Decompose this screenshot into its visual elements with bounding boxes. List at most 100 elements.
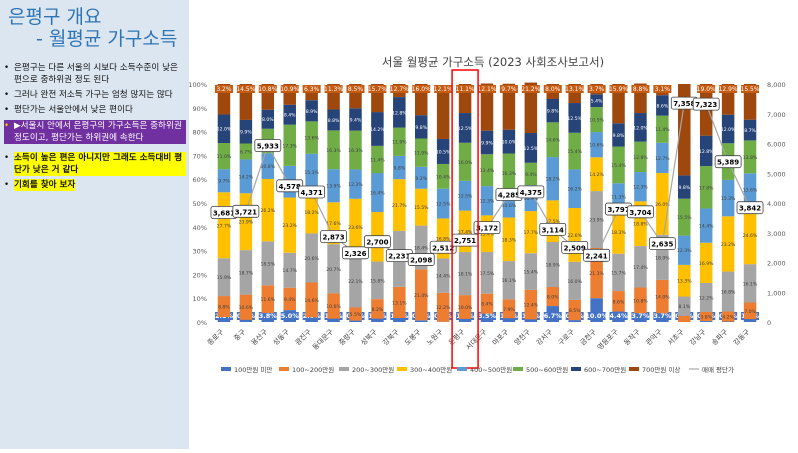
- segment-value-label: 15.4%: [611, 163, 626, 169]
- segment-value-label: 15.4%: [524, 270, 539, 276]
- segment-value-label: 12.8%: [392, 110, 407, 116]
- legend-label: 매매 평단가: [702, 365, 734, 374]
- segment-value-label: 12.3%: [480, 199, 495, 205]
- bottom-value-label: 4.4%: [610, 312, 629, 320]
- segment-value-label: 9.4%: [350, 117, 362, 123]
- legend-swatch: [457, 367, 467, 371]
- price-label: 7,358: [673, 100, 695, 108]
- top-value-label: 10.8%: [258, 86, 277, 93]
- segment-value-label: 21.7%: [392, 203, 407, 209]
- price-label: 2,635: [651, 241, 673, 249]
- category-label: 강남구: [688, 327, 708, 347]
- segment-value-label: 15.3%: [304, 170, 319, 176]
- bullet-dot-icon: •: [4, 179, 14, 191]
- segment-value-label: 10.0%: [458, 305, 473, 311]
- category-label: 중랑구: [338, 327, 358, 347]
- segment-value-label: 9.9%: [481, 140, 493, 146]
- category-label: 영등포구: [595, 327, 620, 352]
- segment-value-label: 18.3%: [502, 237, 517, 243]
- legend-label: 700만원 이상: [642, 365, 680, 374]
- category-label: 강동구: [731, 327, 751, 347]
- segment-value-label: 26.2%: [261, 208, 276, 214]
- segment-value-label: 15.5%: [414, 205, 429, 211]
- segment-value-label: 12.0%: [217, 127, 232, 133]
- segment-value-label: 9.8%: [393, 166, 405, 172]
- segment-value-label: 8.8%: [328, 118, 340, 124]
- segment-value-label: 21.1%: [589, 271, 604, 277]
- segment-value-label: 12.5%: [458, 194, 473, 200]
- legend-swatch: [397, 367, 407, 371]
- price-label: 2,326: [344, 250, 366, 258]
- segment-value-label: 18.5%: [261, 261, 276, 267]
- segment-value-label: 13.6%: [743, 187, 758, 193]
- price-label: 2,509: [564, 244, 586, 252]
- price-label: 2,873: [322, 234, 344, 242]
- price-label: 2,751: [454, 237, 476, 245]
- price-label: 3,842: [739, 205, 761, 213]
- segment-value-label: 18.2%: [304, 210, 319, 216]
- segment-value-label: 13.9%: [326, 184, 341, 190]
- legend-swatch: [629, 367, 639, 371]
- price-label: 2,098: [410, 257, 432, 265]
- y-left-tick-label: 100%: [189, 81, 207, 89]
- segment-value-label: 10.4%: [436, 174, 451, 180]
- segment-value-label: 18.7%: [239, 270, 254, 276]
- segment-value-label: 18.8%: [633, 222, 648, 228]
- segment-value-label: 10.6%: [326, 304, 341, 310]
- segment-value-label: 10.5%: [589, 118, 604, 124]
- category-label: 구로구: [557, 327, 577, 347]
- bottom-value-label: 10.0%: [585, 312, 608, 320]
- segment-value-label: 18.3%: [611, 230, 626, 236]
- bullet-dot-icon: •: [4, 104, 14, 116]
- bullet-item: •은평구는 다른 서울의 시보다 소득수준이 낮은 편으로 중하위권 정도 된다: [4, 62, 186, 86]
- segment-value-label: 10.8%: [261, 164, 276, 170]
- segment-value-label: 7.9%: [503, 307, 515, 313]
- segment-value-label: 11.9%: [414, 151, 429, 157]
- segment-value-label: 23.9%: [589, 218, 604, 224]
- legend-label: 100~200만원: [292, 365, 334, 374]
- segment-value-label: 10.5%: [436, 149, 451, 155]
- segment-value-label: 8.0%: [547, 295, 559, 301]
- segment-value-label: 9.8%: [547, 109, 559, 115]
- segment-value-label: 13.4%: [480, 168, 495, 174]
- segment-value-label: 17.5%: [480, 271, 495, 277]
- segment-value-label: 16.3%: [326, 148, 341, 154]
- price-label: 3,681: [213, 209, 235, 217]
- segment-value-label: 11.9%: [392, 140, 407, 146]
- segment-value-label: 15.5%: [677, 215, 692, 221]
- price-label: 4,371: [301, 189, 323, 197]
- segment-value-label: 16.9%: [699, 261, 714, 267]
- category-label: 송파구: [710, 327, 730, 347]
- legend-label: 300~400만원: [410, 365, 452, 374]
- segment-value-label: 23.6%: [348, 225, 363, 231]
- segment-value-label: 8.2%: [372, 307, 384, 313]
- top-value-label: 15.5%: [741, 86, 760, 93]
- price-label: 4,578: [279, 183, 301, 191]
- category-label: 양천구: [512, 327, 532, 347]
- top-value-label: 3.7%: [589, 86, 605, 93]
- bullet-text: 그러나 완전 저소득 가구는 엄청 많지는 않다: [14, 89, 173, 101]
- y-left-tick-label: 20%: [193, 271, 207, 279]
- y-left-tick-label: 70%: [193, 152, 207, 160]
- segment-value-label: 8.9%: [306, 109, 318, 115]
- segment-value-label: 8.8%: [218, 305, 230, 311]
- top-value-label: 6.3%: [304, 86, 320, 93]
- segment-value-label: 12.3%: [348, 182, 363, 188]
- summary-panel: 은평구 개요 - 월평균 가구소득 •은평구는 다른 서울의 시보다 소득수준이…: [0, 0, 189, 449]
- bullet-dot-icon: •: [4, 120, 14, 144]
- category-label: 종로구: [206, 327, 226, 347]
- category-label: 마포구: [490, 327, 510, 347]
- segment-value-label: 12.8%: [699, 149, 714, 155]
- segment-value-label: 12.2%: [699, 295, 714, 301]
- segment-value-label: 18.9%: [545, 263, 560, 269]
- price-label: 4,375: [520, 189, 542, 197]
- segment-value-label: 9.2%: [415, 176, 427, 182]
- segment-value-label: 16.0%: [567, 279, 582, 285]
- segment-value-label: 9.7%: [218, 179, 230, 185]
- segment-value-label: 22.6%: [567, 233, 582, 239]
- legend-swatch: [339, 367, 349, 371]
- top-value-label: 8.8%: [633, 86, 649, 93]
- category-label: 성북구: [359, 327, 379, 347]
- segment-value-label: 13.6%: [304, 136, 319, 142]
- segment-value-label: 10.6%: [239, 305, 254, 311]
